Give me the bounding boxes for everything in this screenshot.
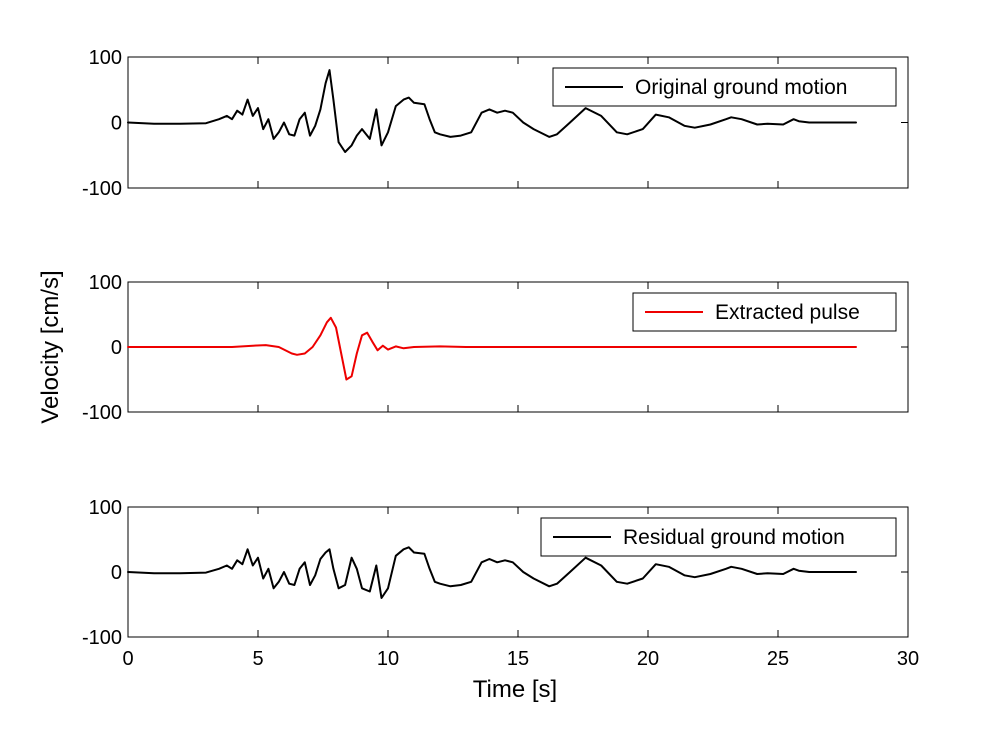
y-tick-label: -100 [82,178,122,200]
y-tick-label: 0 [111,337,122,359]
x-tick-label: 0 [122,648,133,670]
x-axis-label: Time [s] [473,676,557,703]
x-tick-label: 5 [252,648,263,670]
x-tick-label: 20 [637,648,659,670]
legend-label: Residual ground motion [623,526,845,549]
y-tick-label: 100 [89,272,122,294]
legend: Original ground motion [552,67,897,107]
y-tick-label: 100 [89,497,122,519]
legend: Extracted pulse [632,292,897,332]
series-line-3 [127,546,857,599]
y-tick-label: 0 [111,113,122,135]
y-axis-label: Velocity [cm/s] [37,270,64,423]
y-tick-label: 0 [111,562,122,584]
legend-label: Original ground motion [635,76,847,99]
y-tick-label: 100 [89,47,122,69]
x-tick-label: 25 [767,648,789,670]
series-line-1 [127,69,857,153]
y-tick-label: -100 [82,627,122,649]
series-line-2 [127,316,857,381]
chart-panel-2: -100 0 100 Extracted pulse Velocity [cm/s] [37,270,909,424]
x-tick-label: 10 [377,648,399,670]
x-tick-label: 15 [507,648,529,670]
legend: Residual ground motion [540,517,897,557]
y-tick-label: -100 [82,402,122,424]
chart-panel-1: -100 0 100 Original ground motion [82,47,909,200]
legend-label: Extracted pulse [715,301,860,324]
x-tick-label: 30 [897,648,919,670]
